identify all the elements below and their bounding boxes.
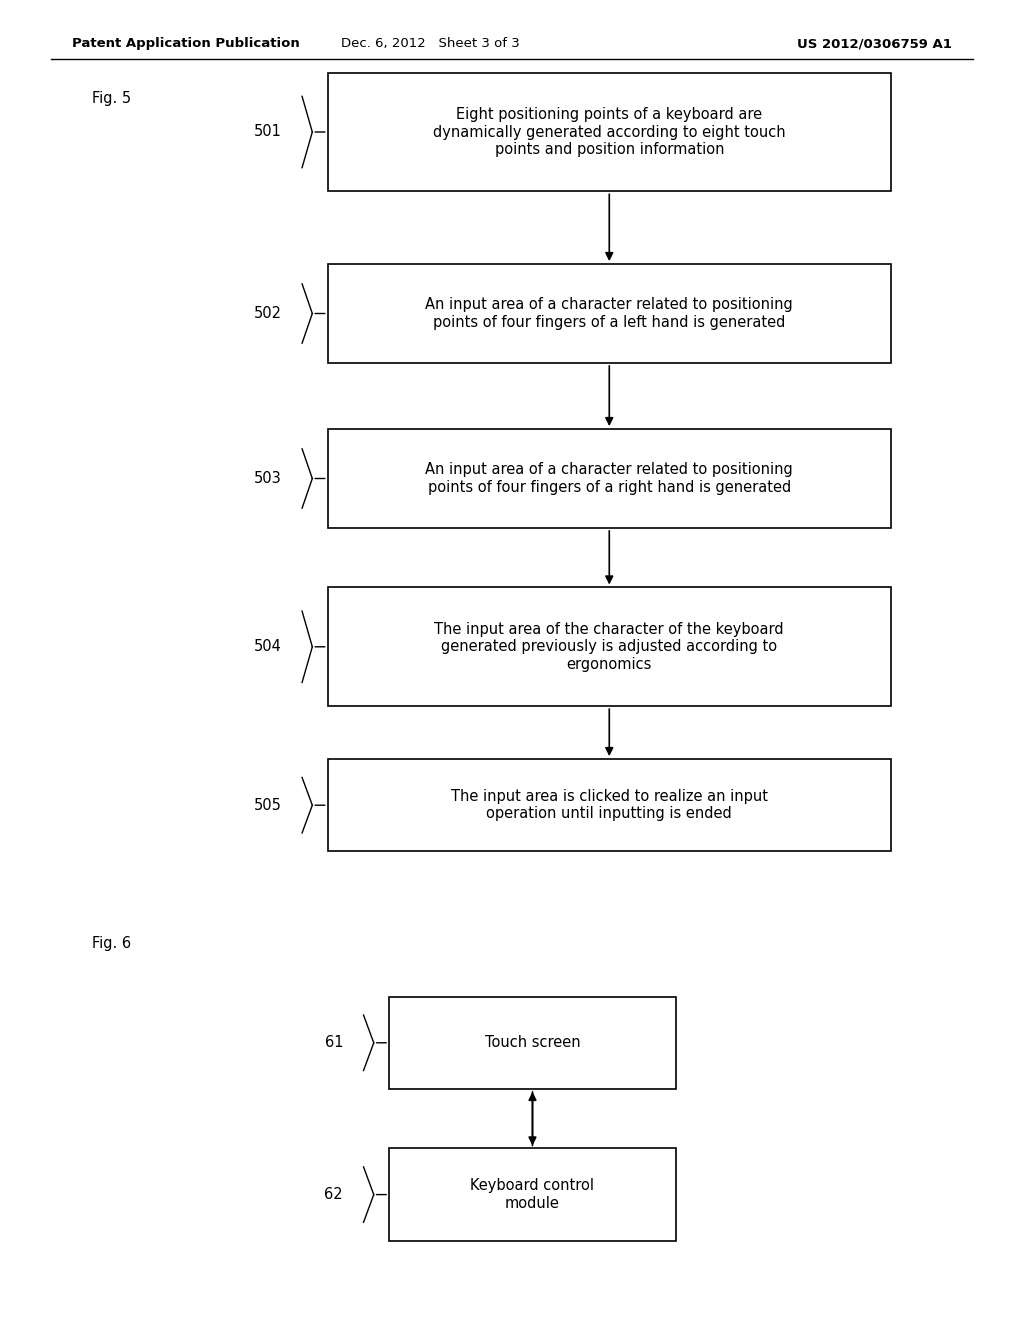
FancyBboxPatch shape (389, 1148, 676, 1241)
Text: Fig. 5: Fig. 5 (92, 91, 131, 107)
Text: 61: 61 (325, 1035, 343, 1051)
Text: Patent Application Publication: Patent Application Publication (72, 37, 299, 50)
FancyBboxPatch shape (328, 264, 891, 363)
Text: Eight positioning points of a keyboard are
dynamically generated according to ei: Eight positioning points of a keyboard a… (433, 107, 785, 157)
FancyBboxPatch shape (328, 73, 891, 191)
Text: Touch screen: Touch screen (484, 1035, 581, 1051)
Text: 62: 62 (325, 1187, 343, 1203)
Text: US 2012/0306759 A1: US 2012/0306759 A1 (798, 37, 952, 50)
Text: 501: 501 (254, 124, 282, 140)
Text: 505: 505 (254, 797, 282, 813)
Text: Keyboard control
module: Keyboard control module (470, 1179, 595, 1210)
FancyBboxPatch shape (328, 759, 891, 851)
Text: 502: 502 (254, 306, 282, 321)
Text: Dec. 6, 2012   Sheet 3 of 3: Dec. 6, 2012 Sheet 3 of 3 (341, 37, 519, 50)
Text: An input area of a character related to positioning
points of four fingers of a : An input area of a character related to … (425, 297, 794, 330)
Text: The input area is clicked to realize an input
operation until inputting is ended: The input area is clicked to realize an … (451, 789, 768, 821)
Text: 504: 504 (254, 639, 282, 655)
Text: 503: 503 (254, 471, 282, 486)
Text: An input area of a character related to positioning
points of four fingers of a : An input area of a character related to … (425, 462, 794, 495)
FancyBboxPatch shape (389, 997, 676, 1089)
FancyBboxPatch shape (328, 429, 891, 528)
Text: The input area of the character of the keyboard
generated previously is adjusted: The input area of the character of the k… (434, 622, 784, 672)
FancyBboxPatch shape (328, 587, 891, 706)
Text: Fig. 6: Fig. 6 (92, 936, 131, 952)
